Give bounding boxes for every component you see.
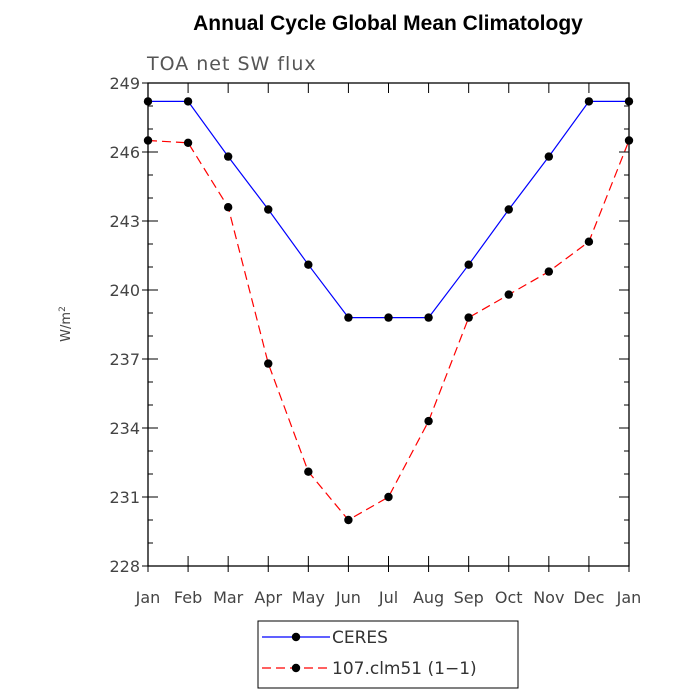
y-tick-label: 246 [109, 143, 140, 162]
data-point-0-5 [344, 313, 353, 322]
y-tick-label: 249 [109, 74, 140, 93]
data-point-1-6 [384, 492, 393, 502]
legend-label-ceres: CERES [332, 628, 388, 648]
legend-box [257, 620, 519, 689]
data-point-1-1 [183, 138, 193, 147]
series-group [143, 97, 634, 525]
x-tick-label: May [292, 588, 325, 607]
y-axis-label: W/m2 [58, 306, 74, 342]
data-point-1-7 [424, 416, 433, 426]
x-tick-label: Jul [378, 588, 398, 607]
data-point-1-0 [143, 136, 153, 145]
data-point-0-3 [264, 205, 273, 214]
chart-title: Annual Cycle Global Mean Climatology [193, 12, 583, 35]
y-tick-label: 228 [109, 557, 140, 576]
data-point-0-11 [584, 97, 594, 106]
x-tick-label: Feb [174, 588, 202, 607]
x-tick-label: Jun [335, 588, 361, 607]
series-line-1 [147, 139, 630, 521]
y-axis-label-superscript: 2 [58, 306, 68, 312]
x-tick-label: Nov [533, 588, 564, 607]
x-tick-label: Jan [135, 588, 161, 607]
x-tick-label: Jan [616, 588, 642, 607]
data-point-1-3 [264, 359, 273, 368]
legend: CERES 107.clm51 (1−1) [257, 620, 519, 689]
x-tick-label: Apr [254, 588, 282, 607]
y-tick-label: 240 [109, 281, 140, 300]
y-axis: 228 231 234 237 240 243 246 249 [109, 74, 629, 576]
data-point-0-1 [183, 97, 193, 106]
chart-subtitle: TOA net SW flux [146, 53, 317, 75]
data-point-0-9 [504, 205, 513, 214]
data-point-0-2 [223, 152, 233, 161]
x-tick-label: Dec [573, 588, 604, 607]
data-point-1-12 [624, 136, 634, 145]
data-point-1-5 [344, 515, 353, 525]
legend-marker-model [291, 663, 301, 673]
x-tick-label: Oct [495, 588, 523, 607]
legend-label-model: 107.clm51 (1−1) [332, 659, 477, 679]
x-tick-label: Aug [413, 588, 444, 607]
data-point-0-10 [544, 152, 554, 161]
x-tick-label: Sep [454, 588, 484, 607]
data-point-1-10 [544, 267, 554, 276]
x-axis: Jan Feb Mar Apr May Jun Jul Aug Sep Oct Nov Dec Jan [135, 83, 642, 607]
data-point-1-11 [584, 237, 594, 246]
series-line-0 [148, 100, 629, 319]
data-point-1-4 [304, 467, 313, 476]
x-tick-label: Mar [213, 588, 244, 607]
data-point-0-8 [464, 260, 473, 269]
y-axis-label-text: W/m [59, 312, 74, 342]
data-point-0-4 [304, 260, 313, 269]
data-point-0-0 [143, 97, 153, 106]
data-point-1-2 [223, 203, 233, 212]
y-tick-label: 231 [109, 488, 140, 507]
y-tick-label: 234 [109, 419, 140, 438]
y-tick-label: 237 [109, 350, 140, 369]
legend-marker-ceres [291, 632, 301, 642]
data-point-0-6 [384, 313, 393, 322]
y-tick-label: 243 [109, 212, 140, 231]
data-point-1-8 [464, 313, 473, 322]
data-point-1-9 [504, 290, 513, 299]
data-point-0-12 [624, 97, 634, 106]
data-point-0-7 [424, 313, 433, 322]
